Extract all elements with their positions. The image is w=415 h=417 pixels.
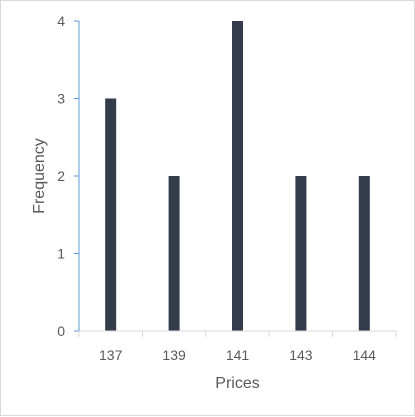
y-axis-title: Frequency	[31, 138, 48, 214]
bars-group	[105, 21, 370, 331]
x-axis-title: Prices	[215, 375, 259, 392]
y-tick-label: 4	[57, 13, 65, 29]
x-tick-label: 141	[226, 347, 250, 363]
bar	[168, 176, 180, 331]
x-tick-label: 143	[289, 347, 313, 363]
bar	[105, 98, 117, 331]
bar	[358, 176, 370, 331]
y-axis-ticks: 0 1 2 3 4	[57, 13, 79, 339]
bar	[295, 176, 307, 331]
x-tick-label: 144	[353, 347, 377, 363]
x-tick-label: 139	[162, 347, 186, 363]
x-axis-ticks: 137 139 141 143 144	[78, 331, 397, 363]
y-tick-label: 0	[57, 323, 65, 339]
x-tick-label: 137	[99, 347, 123, 363]
y-tick-label: 2	[57, 168, 65, 184]
y-tick-label: 1	[57, 246, 65, 262]
bar	[232, 21, 243, 331]
y-tick-label: 3	[57, 91, 65, 107]
